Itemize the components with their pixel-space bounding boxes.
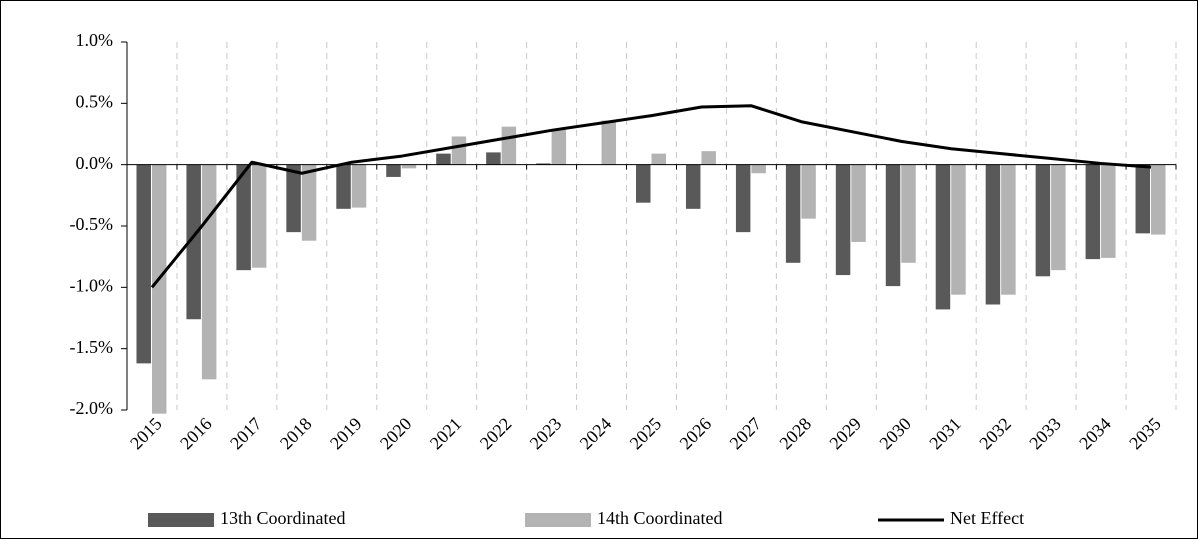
bar [1035, 164, 1051, 277]
bar [985, 164, 1001, 305]
bar [436, 153, 451, 165]
bar [301, 164, 317, 241]
bar [751, 164, 766, 174]
bar [186, 164, 201, 320]
bar [351, 164, 367, 208]
bar [951, 164, 966, 295]
y-tick-label: -2.0% [70, 398, 114, 418]
bar [885, 164, 901, 287]
y-tick-label: 0.5% [76, 91, 114, 111]
bar [801, 164, 816, 219]
legend-swatch [525, 513, 591, 527]
bar [1101, 164, 1116, 258]
bar [1085, 164, 1101, 260]
legend-label: 14th Coordinated [597, 508, 722, 528]
bar [236, 164, 251, 271]
bar [735, 164, 751, 233]
bar [651, 153, 666, 165]
bar [536, 163, 551, 165]
bar [1001, 164, 1016, 295]
bar [201, 164, 217, 380]
bar [1051, 164, 1066, 271]
bar [486, 152, 501, 165]
bar [1151, 164, 1166, 235]
line [150, 104, 1152, 289]
y-tick-label: -0.5% [70, 214, 114, 234]
bar [601, 120, 617, 165]
bar [151, 164, 167, 414]
bar [785, 164, 801, 263]
y-tick-label: -1.0% [70, 275, 114, 295]
bar [835, 164, 851, 276]
bar [336, 164, 351, 209]
legend-label: 13th Coordinated [220, 508, 345, 528]
y-tick-label: 0.0% [76, 153, 114, 173]
bar [386, 164, 401, 177]
bar [701, 151, 716, 165]
bar [136, 164, 151, 364]
bar [451, 136, 467, 165]
bar [901, 164, 916, 263]
bar [1135, 164, 1151, 234]
y-tick-label: -1.5% [70, 337, 114, 357]
bar [935, 164, 951, 310]
bar [501, 126, 517, 165]
legend-label: Net Effect [950, 508, 1024, 528]
bar [286, 164, 301, 233]
bar [851, 164, 866, 242]
bar [251, 164, 267, 268]
y-tick-label: 1.0% [76, 30, 114, 50]
legend-swatch [148, 513, 214, 527]
bar [401, 164, 417, 169]
bar [636, 164, 651, 203]
bar [551, 129, 567, 165]
bar [685, 164, 701, 209]
